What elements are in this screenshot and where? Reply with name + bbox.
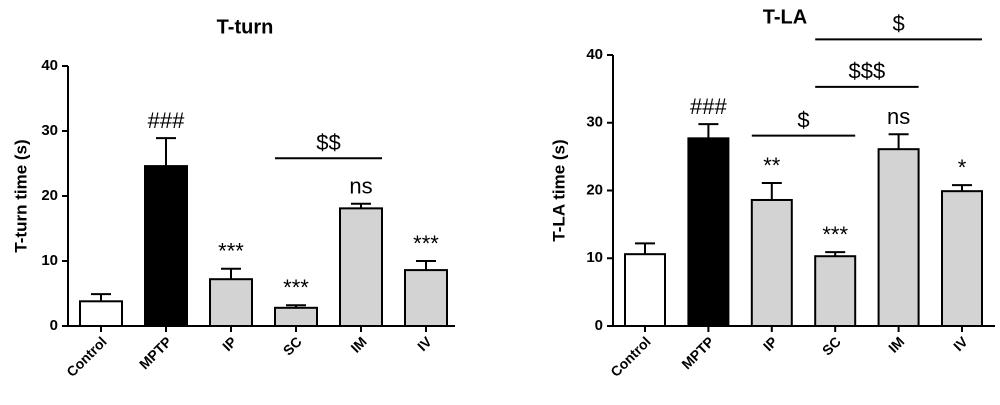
significance-label: *** [413,231,439,256]
significance-label: *** [283,275,309,300]
chart-title: T-turn [217,16,274,38]
y-tick-label: 40 [41,57,58,74]
significance-label: * [958,155,967,180]
bar [404,269,448,328]
y-tick-label: 20 [41,187,58,204]
significance-label: *** [822,222,848,247]
y-tick-label: 0 [595,317,603,334]
y-axis-label: T-turn time (s) [11,139,30,252]
significance-label: ### [148,108,185,133]
x-tick-label: IM [885,333,907,355]
bar [79,300,123,327]
bar [624,253,666,327]
y-axis-label: T-LA time (s) [549,139,568,241]
y-tick-label: 10 [41,252,58,269]
y-tick-label: 0 [50,317,58,334]
x-tick-label: SC [280,333,305,358]
x-tick-label: MPTP [136,333,175,372]
x-tick-label: IV [414,333,435,354]
bracket-label: $ [797,107,809,132]
significance-label: *** [218,239,244,264]
x-tick-label: Control [607,333,654,380]
x-tick-label: IP [760,333,781,354]
bar [274,306,318,327]
significance-label: ns [349,174,372,199]
significance-label: ns [887,104,910,129]
y-tick-label: 30 [586,114,603,131]
bar [209,278,253,328]
y-tick-label: 30 [41,122,58,139]
bracket-label: $$ [316,130,340,155]
y-tick-label: 40 [586,46,603,63]
bar [687,137,730,327]
bracket-label: $$$ [849,59,886,84]
x-tick-label: IM [347,333,369,355]
chart-title: T-LA [763,6,807,28]
significance-label: ** [763,153,781,178]
x-tick-label: Control [63,333,110,380]
x-tick-label: MPTP [678,333,717,372]
x-tick-label: SC [819,333,844,358]
x-tick-label: IP [219,333,240,354]
bar [339,207,383,328]
bar [941,190,983,327]
bracket-label: $ [892,11,904,36]
bar [750,198,793,327]
y-tick-label: 20 [586,181,603,198]
bar [144,165,188,327]
significance-label: ### [690,94,727,119]
bar [877,148,920,327]
bar [814,255,857,327]
x-tick-label: IV [950,333,971,354]
y-tick-label: 10 [586,249,603,266]
